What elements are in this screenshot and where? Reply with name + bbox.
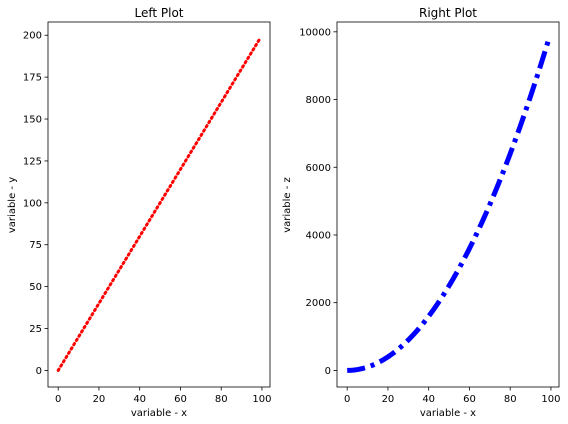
right-x-tick-label: 0: [344, 394, 350, 405]
right-x-tick-label: 20: [382, 394, 395, 405]
left-plot-frame: [47, 21, 271, 388]
left-y-tick-label: 125: [23, 156, 42, 167]
right-x-tick-label: 60: [463, 394, 476, 405]
left-y-tick-label: 175: [23, 73, 42, 84]
right-y-tick-label: 2000: [306, 298, 331, 309]
right-plot-frame: [336, 21, 560, 388]
left-y-ticks: 0 25 50 75 100 125 150 175 200: [23, 31, 48, 377]
left-plot: Left Plot 0 20 40 60 80 100 0 25 50 75 100 125 150 1…: [7, 6, 271, 419]
right-y-tick-label: 8000: [306, 95, 331, 106]
right-plot-title: Right Plot: [419, 6, 477, 20]
left-y-tick-label: 0: [36, 366, 42, 377]
left-y-tick-label: 50: [29, 282, 42, 293]
right-y-tick-label: 10000: [299, 27, 331, 38]
right-series-line: [347, 37, 552, 373]
left-y-tick-label: 100: [23, 198, 42, 209]
right-x-ticks: 0 20 40 60 80 100: [344, 387, 560, 405]
right-x-tick-label: 100: [541, 394, 560, 405]
left-y-tick-label: 150: [23, 115, 42, 126]
left-y-tick-label: 75: [29, 240, 42, 251]
right-y-tick-label: 4000: [306, 230, 331, 241]
left-y-axis-label: variable - y: [7, 177, 18, 233]
left-y-tick-label: 25: [29, 324, 42, 335]
left-x-tick-label: 20: [93, 394, 106, 405]
right-y-axis-label: variable - z: [282, 177, 293, 233]
left-x-ticks: 0 20 40 60 80 100: [55, 387, 271, 405]
left-x-tick-label: 80: [215, 394, 228, 405]
right-y-tick-label: 6000: [306, 163, 331, 174]
left-y-tick-label: 200: [23, 31, 42, 42]
left-x-tick-label: 0: [55, 394, 61, 405]
right-plot: Right Plot 0 20 40 60 80 100 0 2000 4000 6000 800…: [282, 6, 560, 419]
right-x-axis-label: variable - x: [420, 408, 476, 419]
left-x-tick-label: 60: [174, 394, 187, 405]
left-x-tick-label: 40: [133, 394, 146, 405]
left-x-tick-label: 100: [252, 394, 271, 405]
right-x-tick-label: 40: [422, 394, 435, 405]
right-y-tick-label: 0: [325, 366, 331, 377]
left-plot-title: Left Plot: [134, 6, 183, 20]
left-x-axis-label: variable - x: [131, 408, 187, 419]
right-x-tick-label: 80: [504, 394, 517, 405]
right-y-ticks: 0 2000 4000 6000 8000 10000: [299, 27, 337, 377]
left-series-line: [56, 37, 262, 372]
